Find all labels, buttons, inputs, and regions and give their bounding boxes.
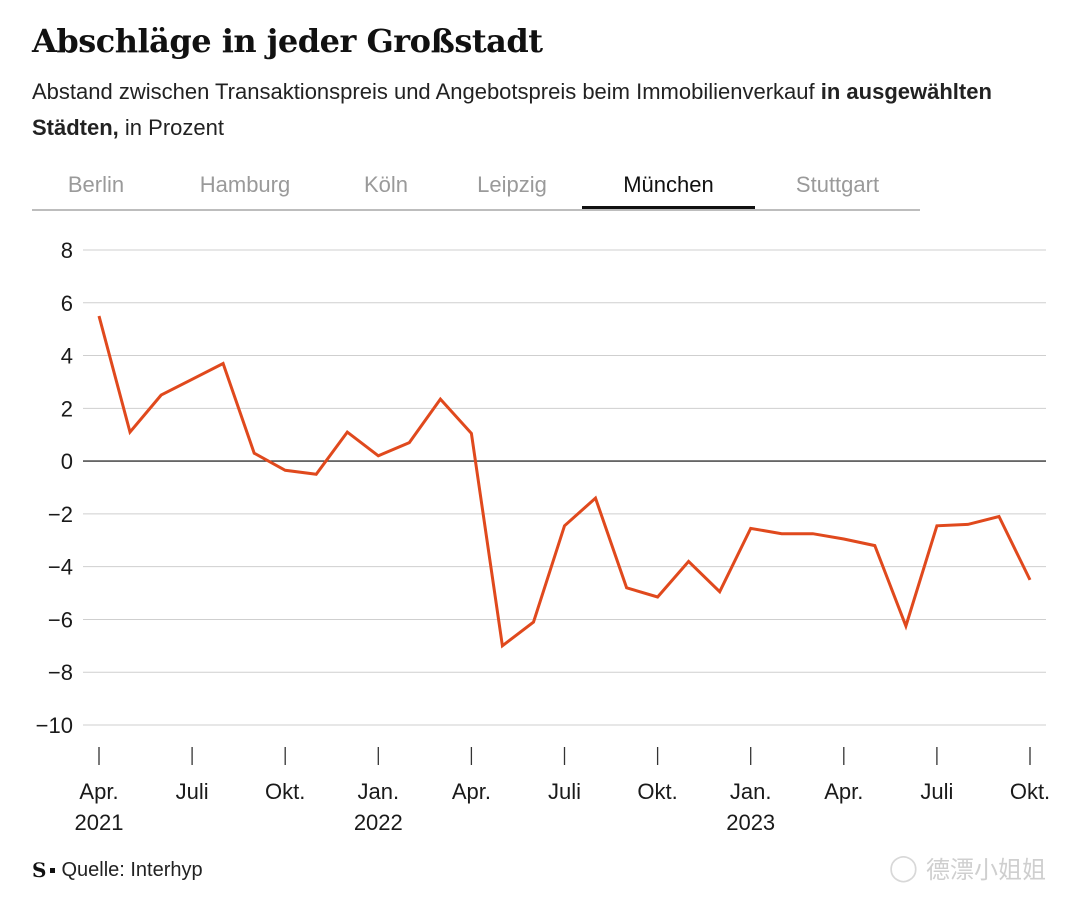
- separator-dot: [50, 867, 56, 873]
- y-tick-label: −2: [48, 502, 73, 527]
- tab-hamburg[interactable]: Hamburg: [199, 172, 291, 197]
- x-tick-label: Apr.: [452, 779, 491, 804]
- x-tick-label: Juli: [548, 779, 581, 804]
- x-year-label: 2022: [354, 810, 403, 835]
- watermark: ◯ 德漂小姐姐: [889, 850, 1046, 885]
- line-chart: 8 6 4 2 0 −2 −4 −6 −8 −10 Apr. 2021 Juli Okt. Jan. 2022…: [36, 238, 1051, 835]
- subtitle-text: Abstand zwischen Transaktionspreis und A…: [32, 79, 821, 104]
- tab-muenchen[interactable]: München: [582, 165, 755, 209]
- tab-koeln[interactable]: Köln: [363, 172, 409, 197]
- series-line-muenchen: [97, 315, 1032, 649]
- x-tick-label: Juli: [920, 779, 953, 804]
- y-tick-label: −10: [36, 713, 73, 738]
- x-year-label: 2021: [75, 810, 124, 835]
- city-tabs: Berlin Hamburg Köln Leipzig München Stut…: [32, 165, 920, 211]
- y-tick-label: −4: [48, 555, 73, 580]
- tab-stuttgart[interactable]: Stuttgart: [795, 172, 880, 197]
- x-year-label: 2023: [726, 810, 775, 835]
- watermark-text: 德漂小姐姐: [926, 857, 1046, 884]
- y-tick-label: 8: [61, 238, 73, 263]
- source-line: S Quelle: Interhyp: [32, 858, 203, 882]
- y-tick-label: 0: [61, 449, 73, 474]
- tab-leipzig[interactable]: Leipzig: [477, 172, 547, 197]
- chart-subtitle: Abstand zwischen Transaktionspreis und A…: [32, 74, 1022, 146]
- y-tick-label: 6: [61, 291, 73, 316]
- tab-berlin[interactable]: Berlin: [67, 172, 125, 197]
- wechat-icon: ◯: [888, 852, 918, 882]
- y-tick-label: 4: [61, 344, 73, 369]
- x-tick-label: Okt.: [637, 779, 677, 804]
- source-text: Quelle: Interhyp: [61, 858, 203, 881]
- x-tick-label: Jan.: [730, 779, 772, 804]
- x-tick-label: Apr.: [79, 779, 118, 804]
- y-tick-label: −6: [48, 607, 73, 632]
- subtitle-unit: in Prozent: [118, 115, 224, 140]
- y-tick-label: −8: [48, 660, 73, 685]
- x-tick-label: Okt.: [1010, 779, 1050, 804]
- y-tick-label: 2: [61, 396, 73, 421]
- chart-title: Abschläge in jeder Großstadt: [32, 22, 543, 60]
- x-tick-label: Juli: [176, 779, 209, 804]
- x-tick-label: Jan.: [358, 779, 400, 804]
- x-tick-label: Apr.: [824, 779, 863, 804]
- x-tick-label: Okt.: [265, 779, 305, 804]
- subtitle-bold: in ausgewählten Städten,: [32, 79, 992, 140]
- spiegel-logo: S: [32, 858, 47, 882]
